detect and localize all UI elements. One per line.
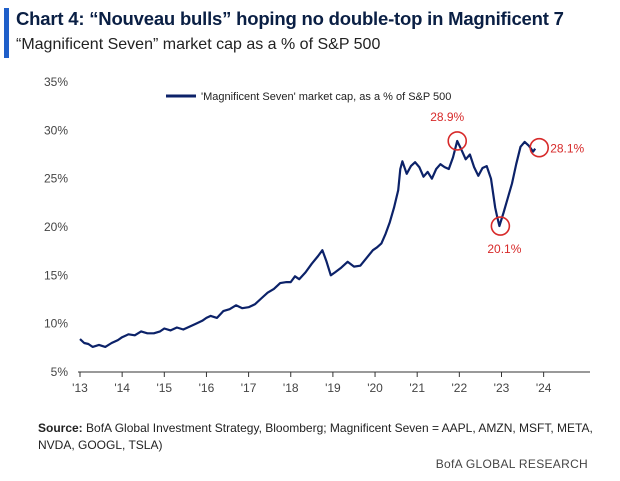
x-tick-label: '13 — [72, 381, 88, 395]
series-line-mag7-share — [79, 139, 537, 348]
annotation-label: 20.1% — [487, 242, 521, 256]
legend-label: 'Magnificent Seven' market cap, as a % o… — [201, 91, 451, 103]
annotation-label: 28.9% — [430, 110, 464, 124]
chart-annotations: 28.9% 20.1% 28.1% — [430, 110, 584, 256]
y-tick-label: 15% — [44, 268, 68, 282]
x-tick-label: '21 — [409, 381, 425, 395]
chart-subtitle: “Magnificent Seven” market cap as a % of… — [16, 36, 381, 53]
x-tick-label: '18 — [283, 381, 299, 395]
y-tick-label: 5% — [51, 365, 69, 379]
source-label: Source: — [38, 421, 83, 435]
source-note: Source: BofA Global Investment Strategy,… — [38, 420, 598, 454]
annotation-label: 28.1% — [550, 142, 584, 156]
y-axis: 5% 10% 15% 20% 25% 30% 35% — [44, 75, 68, 379]
x-tick-label: '23 — [494, 381, 510, 395]
y-tick-label: 30% — [44, 123, 68, 137]
source-text: BofA Global Investment Strategy, Bloombe… — [38, 421, 593, 452]
brand-footer: BofA GLOBAL RESEARCH — [435, 457, 588, 471]
y-tick-label: 20% — [44, 220, 68, 234]
chart-title: Chart 4: “Nouveau bulls” hoping no doubl… — [16, 8, 564, 29]
x-tick-label: '20 — [367, 381, 383, 395]
chart-plot: 5%10%15%20%25%30%35% '13'14'15'16'17'18 '… — [44, 75, 590, 395]
x-tick-label: '14 — [114, 381, 130, 395]
x-tick-label: '22 — [452, 381, 468, 395]
chart-legend: 'Magnificent Seven' market cap, as a % o… — [166, 91, 451, 103]
y-tick-label: 35% — [44, 75, 68, 89]
x-tick-label: '17 — [241, 381, 257, 395]
annotation-circle — [490, 216, 511, 236]
y-tick-label: 10% — [44, 317, 68, 331]
x-tick-label: '15 — [156, 381, 172, 395]
x-tick-label: '19 — [325, 381, 341, 395]
annotation-circle — [529, 137, 550, 158]
annotation-circle — [447, 131, 468, 151]
x-axis: '13 '14 '15 '16 '17 '18 '19 '20 '21 '22 '23 '24 — [72, 372, 552, 395]
y-tick-label: 25% — [44, 172, 68, 186]
title-accent-bar — [4, 8, 9, 58]
x-tick-label: '24 — [536, 381, 552, 395]
x-tick-label: '16 — [199, 381, 215, 395]
